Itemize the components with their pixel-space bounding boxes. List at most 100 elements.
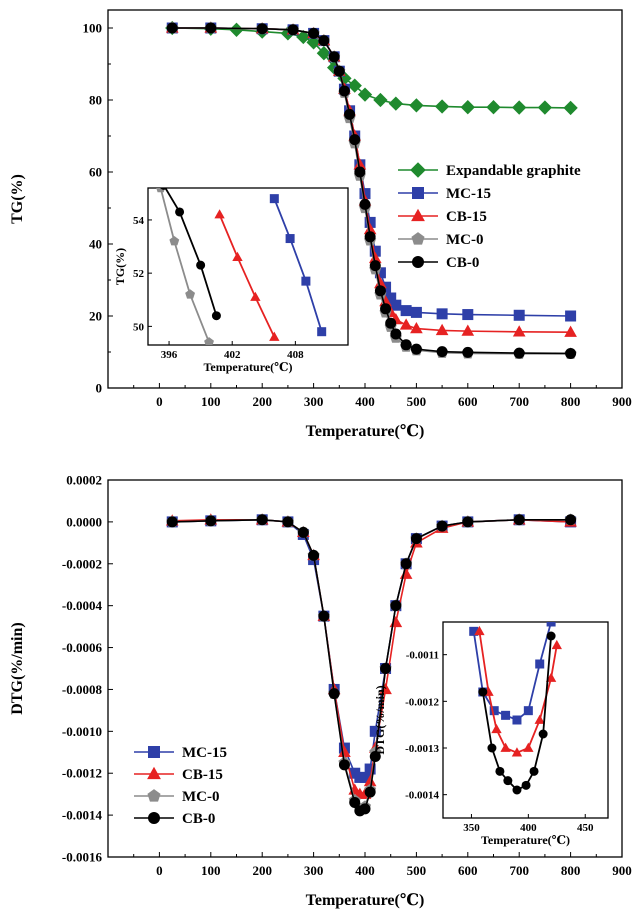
legend-label: MC-15 <box>446 186 491 202</box>
inset-series-line <box>164 188 218 316</box>
inset-data-point <box>545 672 557 682</box>
data-point <box>389 615 403 628</box>
inset-data-point <box>546 631 556 641</box>
inset-chart: 396 402 408 50 52 54 Temperature(℃) TG(%) <box>113 187 349 374</box>
y-tick-label: 80 <box>89 93 102 108</box>
data-point <box>512 100 527 115</box>
data-point <box>462 309 474 321</box>
data-point <box>410 306 422 318</box>
inset-data-point <box>269 331 280 341</box>
legend-marker <box>412 256 424 268</box>
inset-x-tick-label: 402 <box>224 349 241 361</box>
inset-data-point <box>204 337 214 345</box>
data-point <box>166 22 178 34</box>
inset-data-point <box>175 207 185 217</box>
data-point <box>410 533 422 545</box>
inset-plot-area <box>156 188 327 345</box>
data-point <box>374 267 386 279</box>
inset-data-point <box>169 236 180 246</box>
y-tick-label: 20 <box>89 309 102 324</box>
legend-marker <box>412 187 424 199</box>
data-point <box>337 71 352 86</box>
inset-y-tick-label: -0.0014 <box>405 790 439 802</box>
data-point <box>410 322 423 334</box>
inset-chart: 350 400 450 -0.0011 -0.0012 -0.0013 -0.0014 Tem… <box>373 621 609 847</box>
inset-series-line <box>159 188 210 343</box>
data-point <box>166 516 178 528</box>
data-point <box>363 223 377 235</box>
y-tick-label: -0.0010 <box>62 724 102 739</box>
inset-data-point <box>160 188 168 190</box>
data-point <box>338 85 350 97</box>
x-tick-label: 400 <box>355 863 375 878</box>
data-point <box>368 251 382 264</box>
data-point <box>563 100 578 116</box>
inset-data-point <box>521 780 531 790</box>
legend: Expandable graphite MC-15 CB-15 MC-0 CB-0 <box>398 162 581 271</box>
inset-data-point <box>523 706 533 716</box>
x-tick-label: 700 <box>509 394 529 409</box>
y-tick-label: 0.0000 <box>66 514 102 529</box>
inset-data-point <box>501 710 511 720</box>
series-CB-0 <box>166 514 577 817</box>
inset-series-CB-15 <box>214 209 280 341</box>
data-point <box>308 549 320 561</box>
legend-marker <box>148 812 160 824</box>
inset-x-axis-label: Temperature(℃) <box>203 360 292 374</box>
inset-x-tick-label: 350 <box>463 822 480 834</box>
x-tick-label: 200 <box>252 863 272 878</box>
data-point <box>486 100 501 115</box>
data-point <box>460 100 475 115</box>
data-point <box>564 325 577 337</box>
data-point <box>390 600 402 612</box>
legend-marker <box>410 162 426 178</box>
data-point <box>318 35 330 47</box>
y-tick-label: 40 <box>89 237 102 252</box>
y-axis-label: DTG(%/min) <box>9 622 26 714</box>
data-point <box>374 285 386 297</box>
data-point <box>399 318 413 330</box>
data-point <box>390 299 402 311</box>
inset-y-tick-label: 50 <box>133 321 145 333</box>
y-tick-label: -0.0004 <box>62 598 103 613</box>
inset-data-point <box>196 260 206 270</box>
legend-label: MC-0 <box>446 232 484 248</box>
inset-data-point <box>512 785 522 795</box>
inset-data-point <box>535 659 545 669</box>
x-axis-label: Temperature(℃) <box>306 892 425 909</box>
legend-label: CB-0 <box>446 255 479 271</box>
data-point <box>409 98 424 113</box>
legend-label: MC-15 <box>182 745 227 761</box>
data-point <box>229 22 244 37</box>
inset-data-point <box>500 742 511 752</box>
data-point <box>380 303 392 315</box>
data-point <box>565 347 577 359</box>
x-tick-label: 100 <box>201 863 221 878</box>
y-tick-label: -0.0014 <box>62 808 103 823</box>
data-point <box>256 514 268 526</box>
y-tick-label: 60 <box>89 165 102 180</box>
inset-series-MC-15 <box>269 194 327 337</box>
x-tick-label: 300 <box>304 863 324 878</box>
inset-y-tick-label: -0.0012 <box>405 696 439 708</box>
inset-data-point <box>503 776 513 786</box>
y-tick-label: -0.0012 <box>62 766 102 781</box>
x-tick-label: 300 <box>304 394 324 409</box>
inset-data-point <box>250 291 261 301</box>
legend-label: MC-0 <box>182 789 220 805</box>
data-point <box>318 610 330 622</box>
data-point <box>359 803 371 815</box>
data-point <box>205 22 217 34</box>
legend-marker <box>148 746 160 758</box>
x-tick-label: 200 <box>252 394 272 409</box>
data-point <box>373 92 388 108</box>
x-tick-label: 600 <box>458 394 478 409</box>
data-point <box>400 558 412 570</box>
legend-marker <box>411 232 425 245</box>
data-point <box>364 786 376 798</box>
inset-x-tick-label: 408 <box>287 349 304 361</box>
data-point <box>338 759 350 771</box>
inset-data-point <box>469 626 479 636</box>
inset-x-tick-label: 396 <box>161 349 178 361</box>
inset-data-point <box>269 194 279 204</box>
